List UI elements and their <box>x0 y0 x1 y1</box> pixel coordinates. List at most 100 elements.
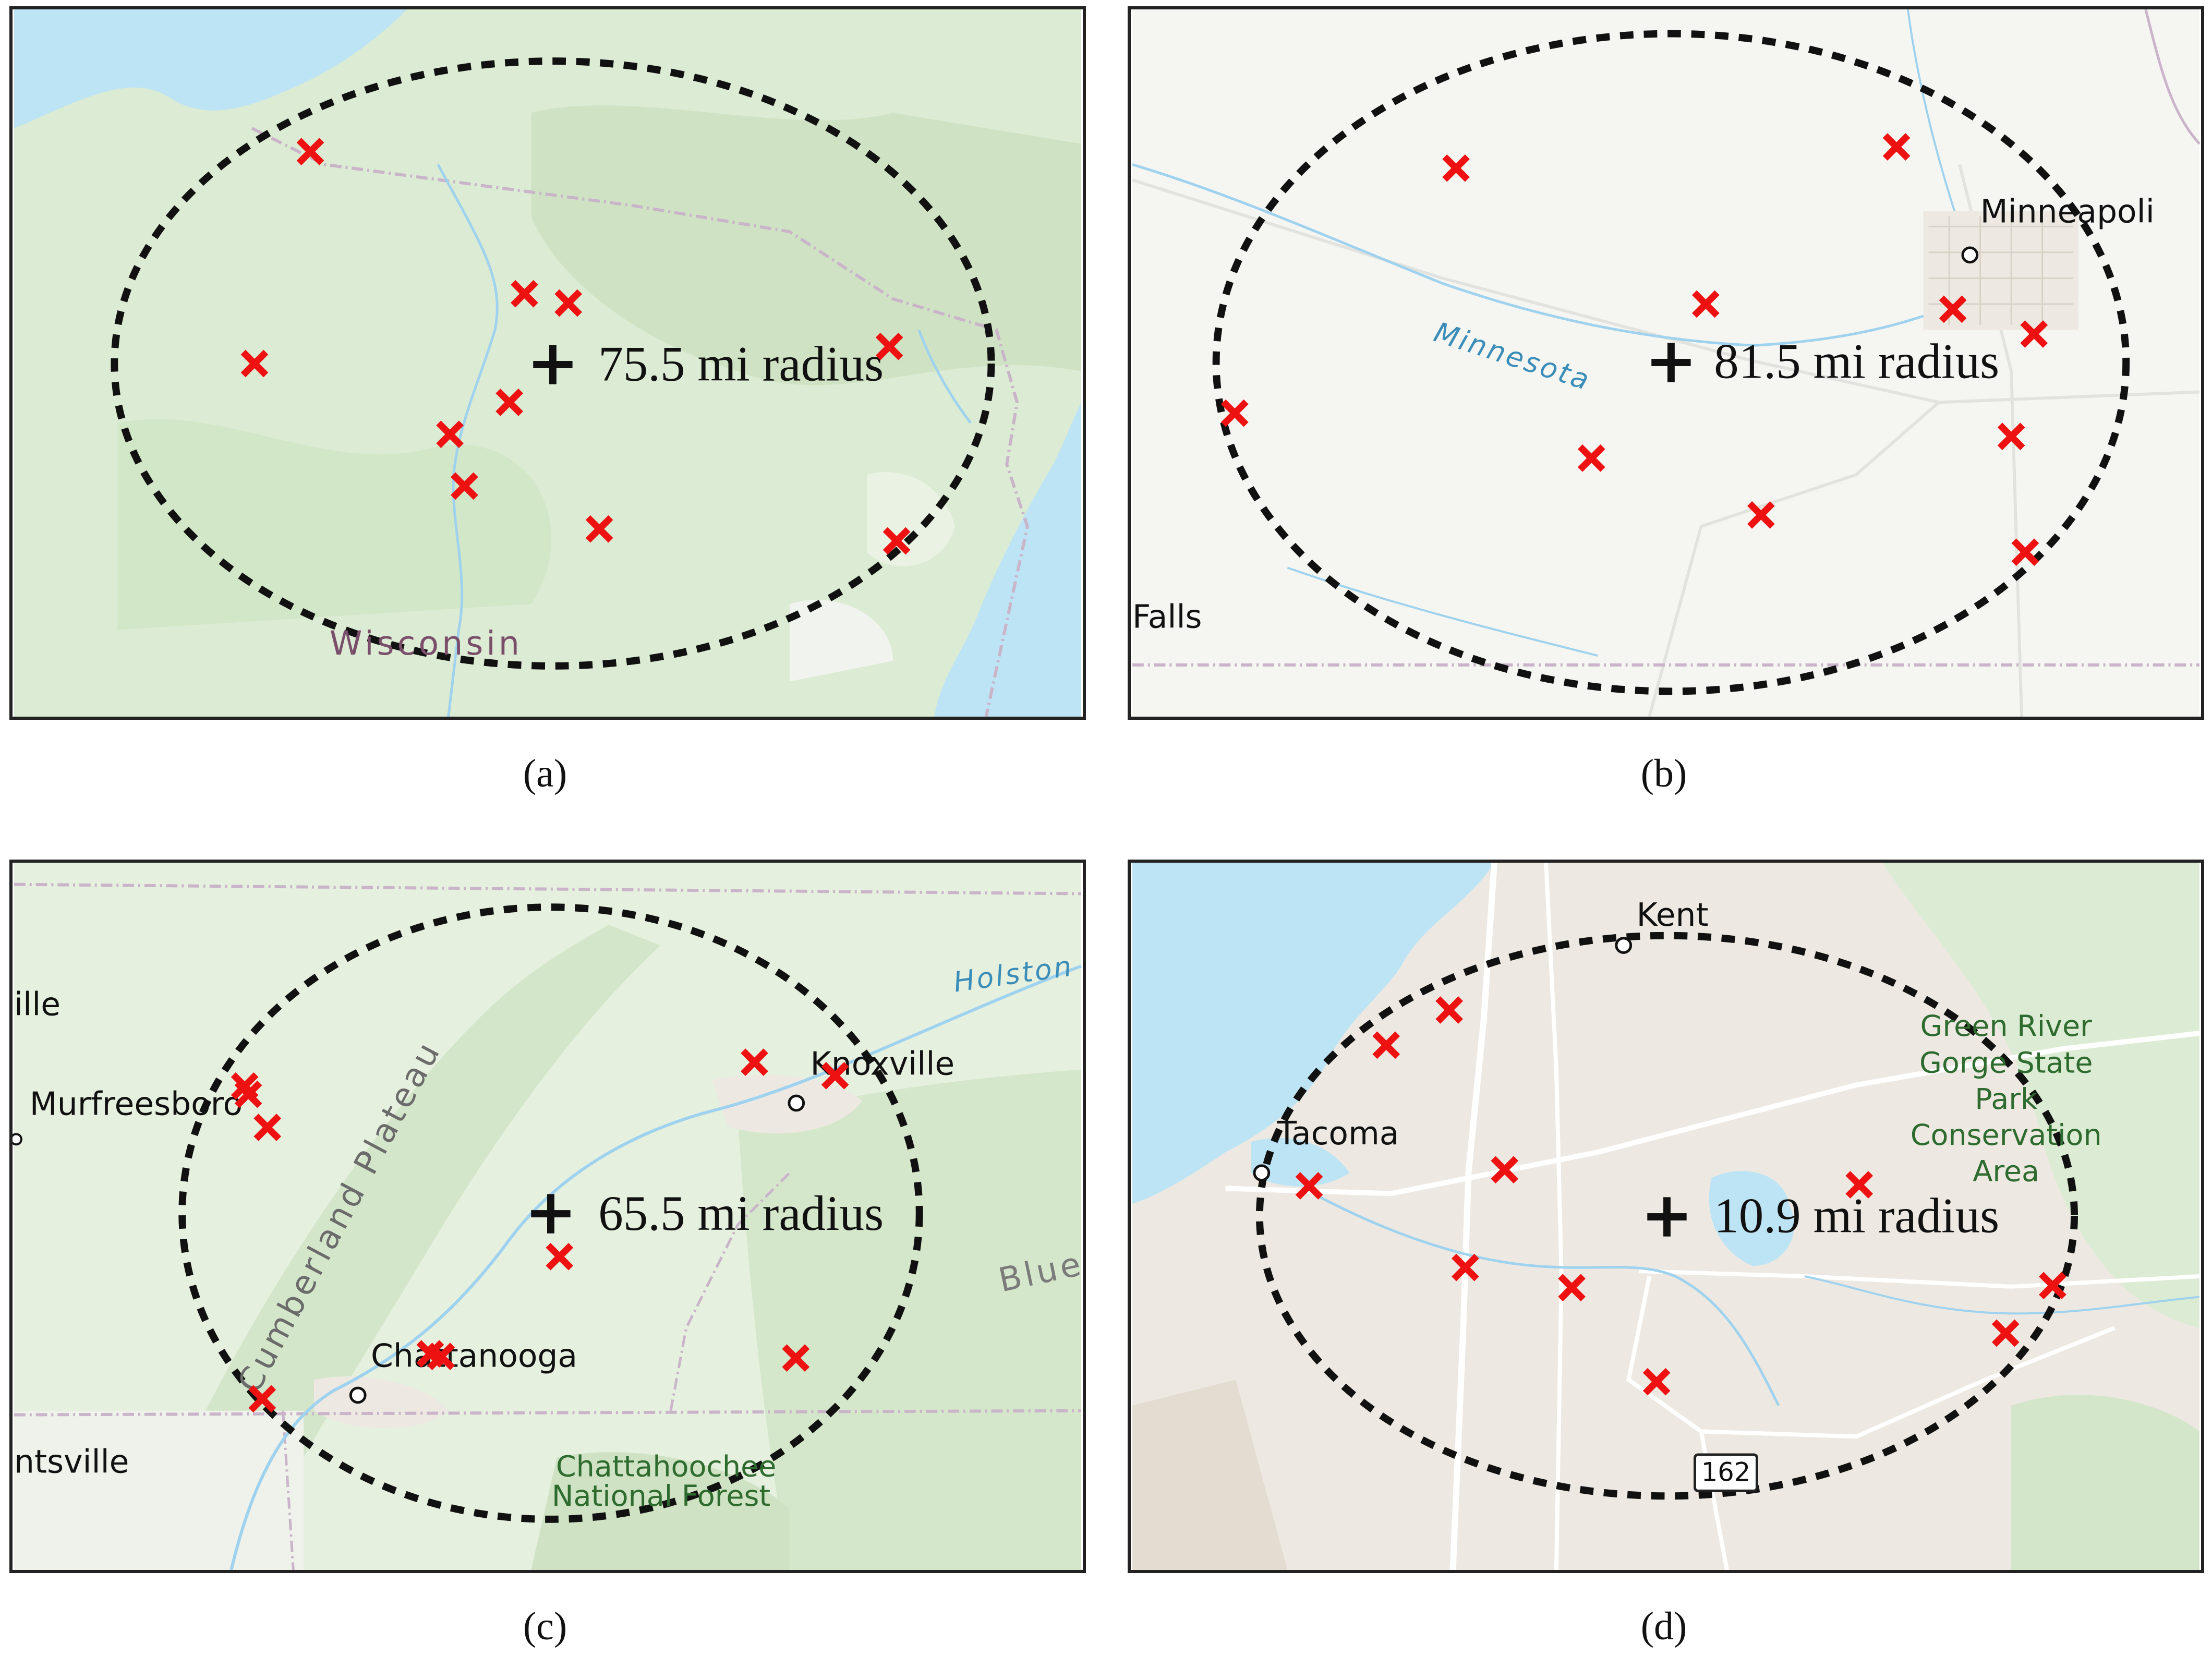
x-mark-icon <box>1491 1156 1519 1184</box>
forest-land <box>1882 863 2199 1328</box>
state-label: Wisconsin <box>330 624 523 662</box>
urban-area <box>313 1376 449 1429</box>
x-mark-icon <box>2039 1272 2066 1300</box>
map-b-canvas: Minnesota Minneapoli Falls 81.5 mi radiu… <box>1132 9 2201 717</box>
x-mark-icon <box>1882 133 1911 161</box>
falls-label: Falls <box>1132 599 1202 636</box>
plus-icon <box>531 1194 571 1234</box>
range-circle <box>1255 932 2078 1500</box>
park-label: Green River <box>1920 1009 2092 1043</box>
park-label: Conservation <box>1911 1118 2102 1152</box>
x-mark-icon <box>1558 1274 1586 1302</box>
state-border <box>14 883 1081 896</box>
x-mark-icon <box>875 332 903 360</box>
urban-area <box>712 1074 862 1134</box>
x-mark-icon <box>1691 290 1720 318</box>
city-dot <box>349 1386 367 1404</box>
range-circle <box>1212 30 2130 695</box>
road <box>1701 1326 2116 1439</box>
map-c-canvas: ille Murfreesboro Cumberland Plateau Kno… <box>13 863 1083 1570</box>
x-mark-icon <box>821 1062 849 1090</box>
state-border <box>14 1409 1081 1417</box>
city-label: Murfreesboro <box>30 1086 243 1123</box>
x-mark-icon <box>511 280 538 308</box>
forest-label: National Forest <box>552 1479 770 1513</box>
river <box>437 164 499 717</box>
x-mark-icon <box>782 1344 810 1372</box>
x-mark-icon <box>234 1080 262 1108</box>
x-mark-icon <box>1747 501 1775 529</box>
forest-land <box>2011 1395 2199 1570</box>
park-label: Park <box>1975 1082 2037 1116</box>
city-dot <box>788 1094 805 1112</box>
road <box>1939 390 2200 404</box>
x-mark-icon <box>1372 1031 1400 1059</box>
city-label: Kent <box>1637 897 1709 934</box>
map-a-canvas: 75.5 mi radius Wisconsin <box>14 9 1081 717</box>
range-circle <box>111 57 995 670</box>
x-mark-icon <box>495 388 524 416</box>
x-mark-icon <box>451 472 478 500</box>
city-dot <box>1615 937 1633 954</box>
x-mark-icon <box>1845 1171 1873 1199</box>
x-mark-icon <box>1442 154 1470 182</box>
x-mark-icon <box>585 515 613 543</box>
x-mark-icon <box>1452 1253 1479 1282</box>
plus-icon <box>533 345 573 384</box>
x-mark-icon <box>2020 320 2048 348</box>
caption-c: (c) <box>523 1604 567 1648</box>
map-d-canvas: Kent Tacoma Green River Gorge State Park… <box>1132 863 2200 1570</box>
plain-land <box>14 1410 304 1570</box>
route-shield: 162 <box>1694 1453 1758 1492</box>
range-circle <box>178 903 923 1523</box>
radius-label: 75.5 mi radius <box>598 336 884 392</box>
forest-label: Chattahoochee <box>556 1450 777 1484</box>
x-mark-icon <box>1939 295 1967 323</box>
road <box>1225 1031 2200 1196</box>
x-mark-icon <box>1991 1319 2020 1347</box>
lake-water <box>14 9 407 128</box>
park-label: Area <box>1973 1155 2039 1189</box>
lake-water <box>1709 1170 1795 1266</box>
x-mark-icon <box>741 1048 768 1076</box>
road <box>1639 1269 2200 1289</box>
river <box>917 329 972 424</box>
forest-patch <box>117 419 552 630</box>
city-label: ntsville <box>14 1444 129 1481</box>
x-mark-icon <box>2011 538 2039 566</box>
map-panel-a: 75.5 mi radius Wisconsin <box>9 6 1086 720</box>
city-dot <box>1253 1164 1271 1182</box>
x-mark-icon <box>296 138 324 165</box>
bay-water <box>1251 1138 1350 1187</box>
route-number: 162 <box>1701 1457 1751 1488</box>
x-mark-icon <box>1435 996 1464 1024</box>
caption-a: (a) <box>523 752 567 795</box>
x-mark-icon <box>436 420 464 449</box>
x-mark-icon <box>1577 444 1605 472</box>
city-dot <box>1961 246 1979 264</box>
plus-icon <box>1647 1197 1687 1237</box>
urban-grid <box>1928 216 2074 325</box>
forest-band <box>531 1452 790 1570</box>
river <box>229 964 1082 1570</box>
state-border <box>2144 9 2201 145</box>
map-panel-b: Minnesota Minneapoli Falls 81.5 mi radiu… <box>1128 6 2204 720</box>
plus-icon <box>1651 343 1691 382</box>
clearing <box>789 600 893 682</box>
radius-label: 81.5 mi radius <box>1714 334 1999 389</box>
state-border <box>251 127 1029 717</box>
road <box>1626 1276 1729 1570</box>
river <box>1132 163 2012 347</box>
x-mark-icon <box>248 1385 276 1413</box>
city-label: ille <box>14 986 61 1023</box>
city-label: Chattanooga <box>371 1337 577 1374</box>
x-mark-icon <box>253 1114 282 1141</box>
caption-b: (b) <box>1640 752 1687 795</box>
city-label: Tacoma <box>1277 1115 1399 1152</box>
x-mark-icon <box>1295 1172 1323 1200</box>
map-panel-c: ille Murfreesboro Cumberland Plateau Kno… <box>9 860 1086 1573</box>
x-mark-icon <box>546 1242 574 1271</box>
road <box>1132 178 1940 404</box>
river <box>1312 1192 1780 1406</box>
sound-water <box>1132 863 1494 1204</box>
